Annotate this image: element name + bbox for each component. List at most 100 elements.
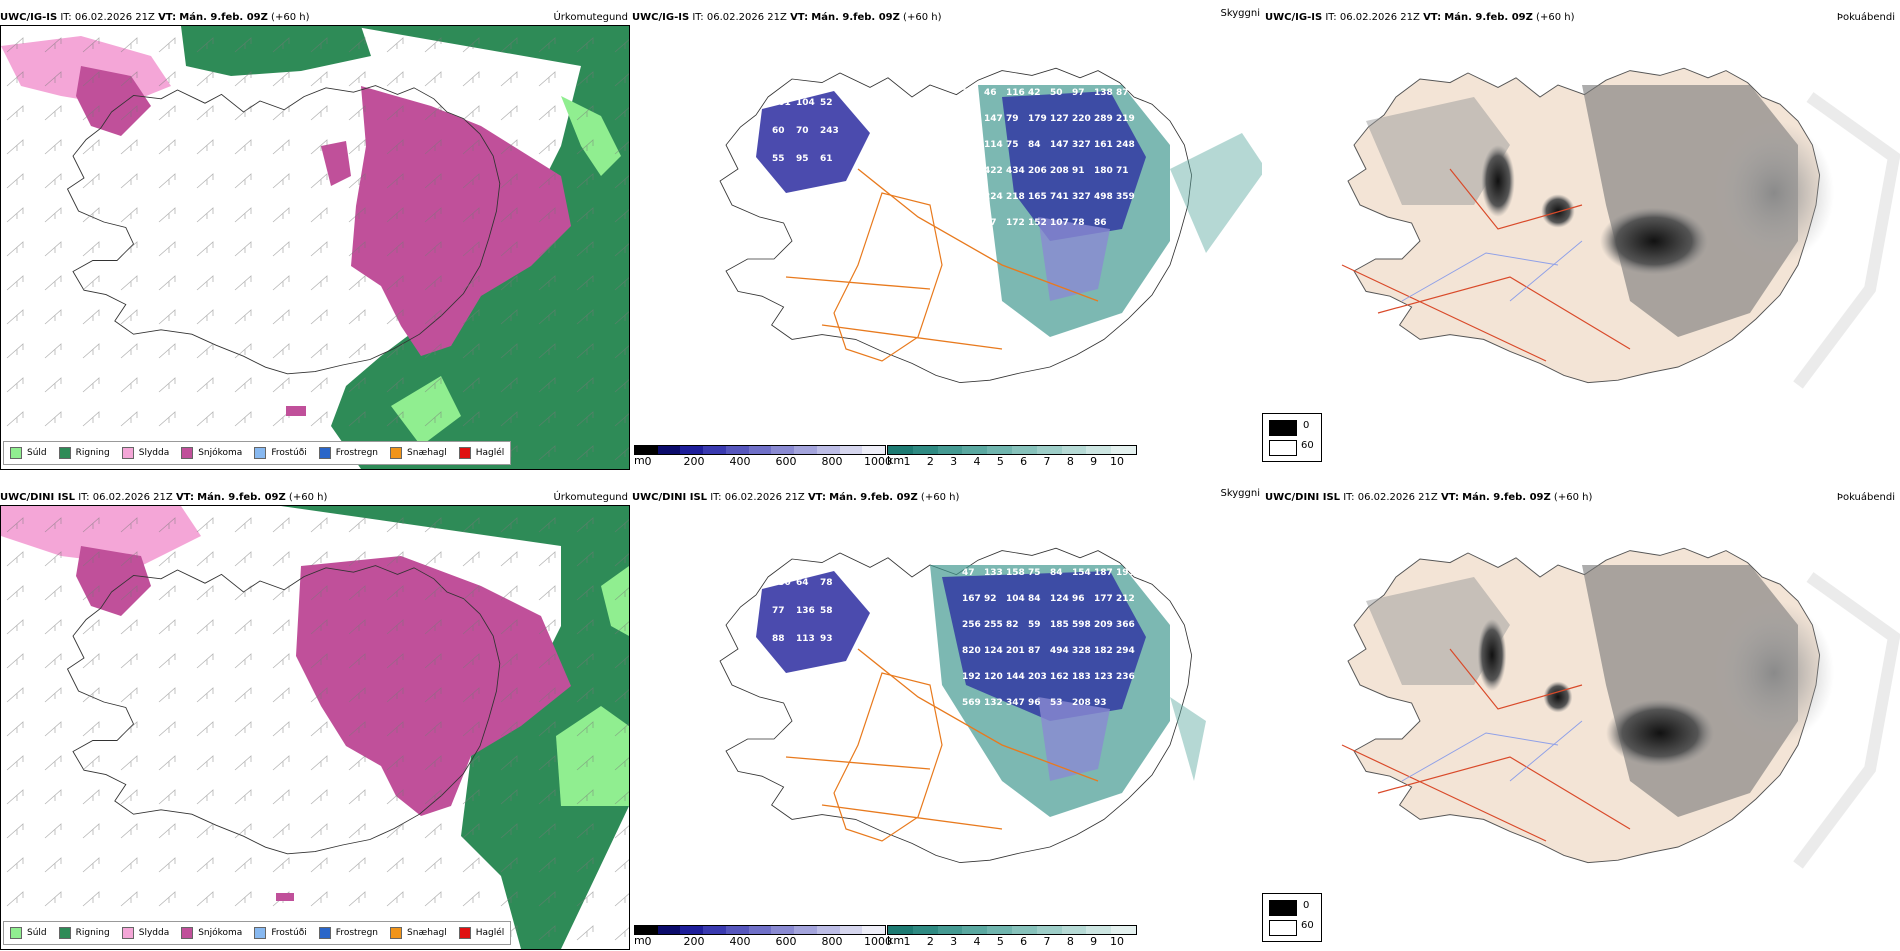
ceiling-value-label: 208	[1050, 166, 1069, 176]
ceiling-value-label: 78	[1072, 218, 1085, 228]
ceiling-value-label: 58	[820, 606, 833, 616]
colorbar-tick: 0	[644, 455, 652, 468]
colorbar-tick: 600	[775, 935, 797, 948]
colorbar-tick: 3	[950, 935, 958, 948]
fog-map	[1265, 505, 1900, 925]
ceiling-value-label: 75	[1006, 140, 1019, 150]
lead-time: (+60 h)	[903, 12, 942, 23]
colorbar-tick: 1	[903, 455, 911, 468]
ceiling-value-label: 107	[1050, 218, 1069, 228]
ceiling-value-label: 133	[984, 568, 1003, 578]
ceiling-value-label: 165	[1028, 192, 1047, 202]
visibility-colorbar: km 1 2 3 4 5 6 7 8 9 10	[887, 925, 1137, 951]
model-name: UWC/DINI ISL	[632, 492, 708, 503]
precip-type-panel-row1: UWC/IG-IS IT: 06.02.2026 21Z VT: Mán. 9.…	[0, 10, 630, 470]
model-name: UWC/IG-IS	[0, 12, 58, 23]
colorbar-tick: 1	[903, 935, 911, 948]
ceiling-value-label: 220	[1072, 114, 1091, 124]
ceiling-value-label: 79	[962, 140, 975, 150]
ceiling-value-label: 236	[1116, 672, 1135, 682]
ceiling-value-label: 741	[1050, 192, 1069, 202]
legend-item: Haglél	[458, 927, 504, 939]
cloud-ceiling-panel-row1: UWC/IG-IS IT: 06.02.2026 21Z VT: Mán. 9.…	[632, 8, 1262, 471]
ceiling-value-label: 120	[984, 672, 1003, 682]
vt-label: VT:	[158, 12, 177, 23]
ceiling-value-label: 70	[796, 126, 809, 136]
ceiling-value-label: 203	[1028, 672, 1047, 682]
ceiling-value-label: 82	[962, 218, 975, 228]
ceiling-value-label: 199	[1116, 568, 1135, 578]
lead-time: (+60 h)	[1536, 12, 1575, 23]
panel-title: Þokuábendi	[1836, 12, 1895, 23]
precip-map: Súld Rigning Slydda Snjókoma Frostúði Fr…	[0, 505, 630, 950]
ceiling-value-label: 328	[1072, 646, 1091, 656]
ceiling-value-label: 162	[1050, 672, 1069, 682]
ceiling-value-label: 327	[1072, 192, 1091, 202]
ceiling-value-label: 161	[1094, 140, 1113, 150]
ceiling-value-label: 498	[1094, 192, 1113, 202]
ceiling-value-label: 88	[772, 634, 785, 644]
ceiling-value-label: 359	[1116, 192, 1135, 202]
colorbar-tick: 10	[1110, 455, 1124, 468]
ceiling-value-label: 64	[796, 578, 809, 588]
colorbar-tick: 800	[821, 935, 843, 948]
ceiling-value-label: 256	[962, 620, 981, 630]
ceiling-value-label: 113	[796, 634, 815, 644]
ceiling-value-label: 167	[962, 594, 981, 604]
ceiling-value-label: 172	[1006, 218, 1025, 228]
model-name: UWC/IG-IS	[1265, 12, 1323, 23]
ceiling-value-label: 87	[1116, 88, 1129, 98]
valid-time: Mán. 9.feb. 09Z	[829, 492, 918, 503]
model-name: UWC/IG-IS	[632, 12, 690, 23]
ceiling-value-label: 366	[1116, 620, 1135, 630]
precip-legend: Súld Rigning Slydda Snjókoma Frostúði Fr…	[3, 441, 512, 465]
ceiling-value-label: 147	[1050, 140, 1069, 150]
ceiling-value-label: 87	[1028, 646, 1041, 656]
ceiling-value-label: 47	[962, 568, 975, 578]
ceiling-value-label: 127	[1050, 114, 1069, 124]
ceiling-value-label: 122	[962, 192, 981, 202]
ceiling-value-label: 129	[962, 114, 981, 124]
it-label: IT:	[78, 492, 90, 503]
colorbar-tick: 7	[1043, 455, 1051, 468]
panel-title: Þokuábendi	[1836, 492, 1895, 503]
ceiling-colorbar: m 0 200 400 600 800 1000	[634, 925, 892, 951]
ceiling-value-label: 183	[1072, 672, 1091, 682]
it-label: IT:	[1325, 12, 1337, 23]
colorbar-tick: 9	[1090, 455, 1098, 468]
colorbar-tick: 7	[1043, 935, 1051, 948]
init-time: 06.02.2026 21Z	[92, 492, 173, 503]
ceiling-value-label: 52	[820, 98, 833, 108]
ceiling-value-label: 60	[772, 126, 785, 136]
colorbar-unit: m	[634, 934, 645, 947]
ceiling-value-label: 422	[984, 166, 1003, 176]
vt-label: VT:	[807, 492, 826, 503]
panel-header: UWC/IG-IS IT: 06.02.2026 21Z VT: Mán. 9.…	[1265, 10, 1900, 26]
colorbar-tick: 2	[926, 455, 934, 468]
ceiling-value-label: 820	[962, 646, 981, 656]
ceiling-value-label: 347	[1006, 698, 1025, 708]
fog-indicator-panel-row1: UWC/IG-IS IT: 06.02.2026 21Z VT: Mán. 9.…	[1265, 10, 1900, 470]
ceiling-value-label: 59	[1028, 620, 1041, 630]
ceiling-value-label: 86	[1094, 218, 1107, 228]
model-name: UWC/DINI ISL	[1265, 492, 1341, 503]
colorbar-tick: 8	[1066, 455, 1074, 468]
valid-time: Mán. 9.feb. 09Z	[811, 12, 900, 23]
it-label: IT:	[60, 12, 72, 23]
lead-time: (+60 h)	[288, 492, 328, 503]
ceiling-value-label: 61	[820, 154, 833, 164]
vt-label: VT:	[175, 492, 194, 503]
colorbar-tick: 1000	[864, 935, 892, 948]
precip-legend: Súld Rigning Slydda Snjókoma Frostúði Fr…	[3, 921, 512, 945]
ceiling-value-label: 132	[984, 698, 1003, 708]
legend-item: Slydda	[121, 927, 169, 939]
vt-label: VT:	[1423, 12, 1442, 23]
precip-map: Súld Rigning Slydda Snjókoma Frostúði Fr…	[0, 25, 630, 470]
cloud-ceiling-panel-row2: UWC/DINI ISL IT: 06.02.2026 21Z VT: Mán.…	[632, 488, 1262, 951]
visibility-colorbar: km 1 2 3 4 5 6 7 8 9 10	[887, 445, 1137, 471]
ceiling-value-label: 77	[772, 606, 785, 616]
vt-label: VT:	[790, 12, 809, 23]
ceiling-value-label: 138	[1094, 88, 1113, 98]
colorbar-tick: 3	[950, 455, 958, 468]
ceiling-value-label: 97	[1072, 88, 1085, 98]
